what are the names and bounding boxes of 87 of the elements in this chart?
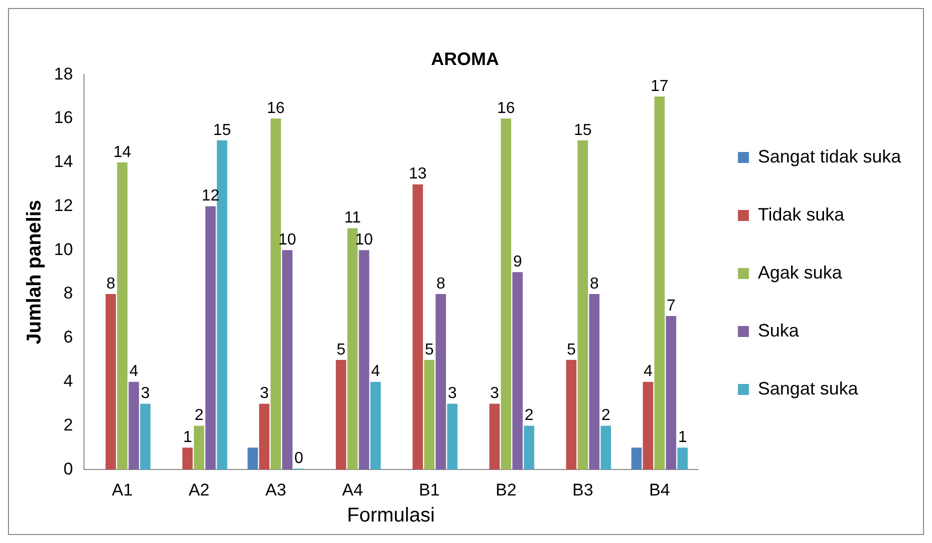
- bar: [500, 118, 512, 470]
- data-label: 14: [113, 144, 132, 161]
- bar: [412, 184, 423, 470]
- y-tick-label: 16: [54, 108, 73, 128]
- data-label: 13: [408, 166, 427, 183]
- x-tick-label: B2: [496, 480, 516, 500]
- bar: [566, 360, 576, 470]
- data-label: 5: [424, 341, 434, 358]
- legend-label: Tidak suka: [758, 204, 846, 224]
- data-label: 7: [666, 297, 676, 314]
- bar: [128, 382, 139, 470]
- bar: [600, 426, 611, 470]
- x-tick-label: A3: [265, 480, 286, 500]
- x-tick-label: A1: [112, 480, 133, 500]
- x-tick-label: B3: [572, 480, 594, 500]
- data-label: 11: [344, 210, 361, 227]
- legend-label: Sangat tidak suka: [758, 146, 902, 166]
- bar: [117, 162, 128, 470]
- bar: [447, 404, 458, 470]
- data-label: 16: [497, 100, 516, 117]
- data-label: 2: [524, 407, 534, 424]
- bar: [336, 360, 346, 470]
- data-label: 8: [590, 275, 599, 292]
- bar: [642, 382, 654, 470]
- data-label: 1: [183, 429, 192, 446]
- data-label: 0: [294, 450, 304, 468]
- bar: [358, 250, 370, 470]
- bar: [524, 426, 534, 470]
- chart-title: AROMA: [431, 48, 499, 69]
- y-tick-label: 12: [54, 196, 73, 215]
- data-label: 17: [650, 78, 669, 95]
- data-label: 15: [213, 122, 232, 139]
- bar: [424, 360, 434, 470]
- x-tick-label: A2: [188, 480, 210, 500]
- y-tick-label: 18: [54, 64, 73, 84]
- data-label: 3: [140, 385, 150, 402]
- data-label: 5: [336, 341, 346, 358]
- data-label: 9: [513, 254, 522, 271]
- data-label: 16: [266, 100, 285, 117]
- y-tick-label: 10: [54, 240, 73, 259]
- x-tick-label: A4: [342, 480, 363, 500]
- bar: [182, 448, 193, 470]
- data-label: 5: [566, 341, 576, 358]
- bar: [512, 272, 523, 470]
- y-tick-label: 0: [63, 459, 73, 478]
- data-label: 4: [371, 363, 380, 380]
- bar: [436, 294, 446, 470]
- bar: [578, 140, 588, 470]
- y-tick-label: 8: [63, 284, 73, 303]
- y-tick-label: 2: [63, 415, 73, 434]
- data-label: 3: [448, 385, 457, 402]
- data-label: 1: [678, 429, 688, 446]
- bar: [631, 448, 642, 470]
- data-label: 3: [490, 385, 500, 402]
- bar: [205, 206, 216, 470]
- data-label: 8: [436, 275, 446, 292]
- y-tick-label: 6: [63, 328, 73, 347]
- legend-label: Agak suka: [758, 262, 843, 282]
- bar: [282, 250, 292, 470]
- legend-label: Sangat suka: [758, 378, 859, 398]
- legend-label: Suka: [758, 320, 800, 340]
- data-label: 3: [260, 385, 269, 402]
- y-tick-label: 4: [63, 372, 73, 391]
- bar: [677, 448, 688, 470]
- y-axis-title: Jumlah panelis: [24, 200, 46, 344]
- bar: [489, 404, 500, 470]
- data-label: 4: [644, 363, 653, 380]
- bar: [259, 404, 270, 470]
- bar: [370, 382, 381, 470]
- bar: [347, 228, 358, 470]
- x-axis-title: Formulasi: [347, 504, 435, 527]
- bar: [589, 294, 600, 470]
- bar: [140, 404, 150, 470]
- y-tick-label: 14: [54, 152, 73, 172]
- bar: [654, 96, 665, 470]
- bar: [248, 448, 258, 470]
- bar: [194, 426, 204, 470]
- data-label: 15: [574, 122, 592, 139]
- data-label: 8: [106, 275, 116, 292]
- bar: [270, 118, 281, 470]
- x-tick-label: B1: [418, 480, 440, 500]
- data-label: 2: [194, 407, 204, 424]
- x-tick-label: B4: [649, 480, 670, 500]
- bar: [666, 316, 676, 470]
- data-label: 4: [129, 363, 138, 380]
- data-label: 2: [601, 407, 610, 424]
- bar: [106, 294, 116, 470]
